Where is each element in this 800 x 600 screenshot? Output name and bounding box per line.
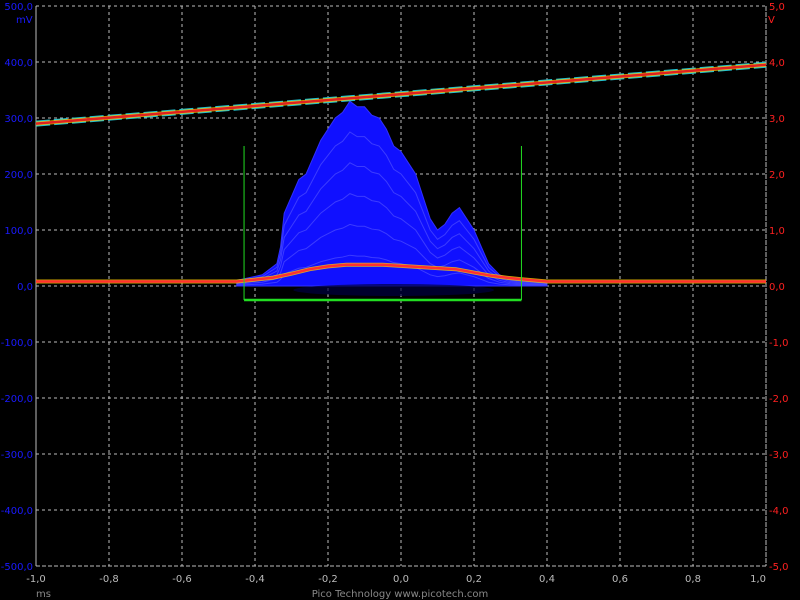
right-axis-tick-label: -1,0 — [769, 338, 789, 349]
left-axis-tick-label: 100,0 — [4, 226, 33, 237]
right-axis-ticks: 5,0 4,0 3,0 2,0 1,0 0,0 -1,0 -2,0 -3,0 -4,0 -5,0 — [769, 2, 789, 573]
x-axis-tick-label: 0,0 — [393, 574, 409, 585]
x-axis-unit: ms — [36, 589, 51, 600]
right-axis-tick-label: 3,0 — [769, 114, 785, 125]
left-axis-tick-label: -200,0 — [1, 394, 33, 405]
envelope-shadow — [293, 284, 495, 296]
x-axis-ticks: -1,0 -0,8 -0,6 -0,4 -0,2 0,0 0,2 0,4 0,6 0,8 1,0 — [26, 574, 766, 585]
right-axis-tick-label: -3,0 — [769, 450, 789, 461]
left-axis-tick-label: 300,0 — [4, 114, 33, 125]
envelope-streak — [236, 162, 547, 284]
envelope-streak — [236, 254, 547, 286]
x-axis-tick-label: -0,4 — [245, 574, 265, 585]
x-axis-tick-label: 0,2 — [466, 574, 482, 585]
left-axis-tick-label: 200,0 — [4, 170, 33, 181]
x-axis-tick-label: -0,6 — [172, 574, 192, 585]
right-axis-tick-label: 2,0 — [769, 170, 785, 181]
left-axis-tick-label: -500,0 — [1, 562, 33, 573]
x-axis-tick-label: 0,4 — [539, 574, 555, 585]
trace-line — [36, 263, 766, 283]
envelope-streak — [236, 131, 547, 283]
left-axis-tick-label: 0,0 — [17, 282, 33, 293]
grid — [35, 5, 767, 567]
trace-line — [35, 63, 767, 125]
x-axis-tick-label: 1,0 — [750, 574, 766, 585]
left-axis-ticks: 500,0 400,0 300,0 200,0 100,0 0,0 -100,0 -200,0… — [1, 2, 33, 573]
left-axis-tick-label: -300,0 — [1, 450, 33, 461]
right-axis-tick-label: -2,0 — [769, 394, 789, 405]
right-axis-unit: V — [768, 15, 775, 26]
x-axis-tick-label: 0,6 — [612, 574, 628, 585]
x-axis-tick-label: -1,0 — [26, 574, 46, 585]
right-axis-tick-label: 4,0 — [769, 58, 785, 69]
footer-credit: Pico Technology www.picotech.com — [312, 589, 489, 600]
x-axis-tick-label: 0,8 — [685, 574, 701, 585]
right-axis-tick-label: 5,0 — [769, 2, 785, 13]
right-axis-tick-label: 1,0 — [769, 226, 785, 237]
left-axis-tick-label: 400,0 — [4, 58, 33, 69]
x-axis-tick-label: -0,2 — [318, 574, 338, 585]
right-axis-tick-label: -4,0 — [769, 506, 789, 517]
right-axis-tick-label: -5,0 — [769, 562, 789, 573]
left-axis-tick-label: 500,0 — [4, 2, 33, 13]
left-axis-unit: mV — [16, 15, 33, 26]
left-axis-tick-label: -100,0 — [1, 338, 33, 349]
left-axis-tick-label: -400,0 — [1, 506, 33, 517]
signal-envelope — [236, 100, 548, 296]
envelope-area — [236, 100, 548, 287]
envelope-streak — [236, 193, 547, 285]
right-axis-tick-label: 0,0 — [769, 282, 785, 293]
envelope-streak — [236, 223, 547, 286]
mask-limit — [243, 146, 522, 302]
x-axis-tick-label: -0,8 — [99, 574, 119, 585]
signal-traces — [35, 61, 767, 284]
plot-border — [35, 5, 767, 567]
